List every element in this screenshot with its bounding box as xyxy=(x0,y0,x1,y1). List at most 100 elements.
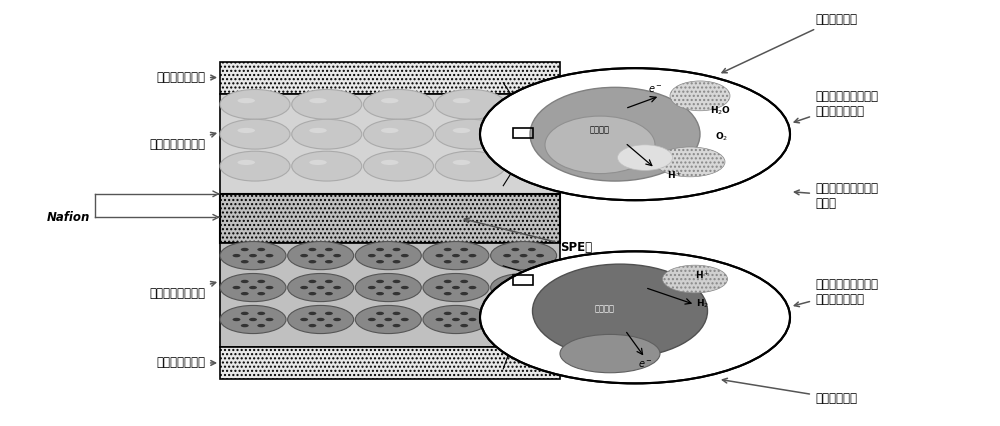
Circle shape xyxy=(503,318,511,321)
Circle shape xyxy=(401,286,409,289)
Circle shape xyxy=(376,260,384,263)
Circle shape xyxy=(491,305,557,334)
Circle shape xyxy=(460,248,468,251)
Circle shape xyxy=(435,151,505,181)
Circle shape xyxy=(300,254,308,257)
Circle shape xyxy=(520,254,528,257)
Ellipse shape xyxy=(663,265,728,293)
Circle shape xyxy=(266,318,273,321)
Text: Nafion: Nafion xyxy=(47,211,90,224)
Circle shape xyxy=(528,324,536,327)
Circle shape xyxy=(468,254,476,257)
Ellipse shape xyxy=(524,128,542,133)
Circle shape xyxy=(257,312,265,315)
Circle shape xyxy=(511,312,519,315)
Ellipse shape xyxy=(238,98,255,103)
Text: H$_2$: H$_2$ xyxy=(696,297,710,310)
Circle shape xyxy=(308,260,316,263)
Circle shape xyxy=(520,286,528,289)
Circle shape xyxy=(333,286,341,289)
Circle shape xyxy=(393,324,401,327)
Circle shape xyxy=(376,280,384,283)
Circle shape xyxy=(491,242,557,270)
Circle shape xyxy=(520,318,528,321)
Circle shape xyxy=(511,260,519,263)
Circle shape xyxy=(308,312,316,315)
Ellipse shape xyxy=(453,98,470,103)
Circle shape xyxy=(536,286,544,289)
Ellipse shape xyxy=(309,98,327,103)
Circle shape xyxy=(241,324,249,327)
Circle shape xyxy=(444,312,452,315)
Circle shape xyxy=(308,248,316,251)
Ellipse shape xyxy=(381,98,398,103)
Text: 阴极催化活性材料: 阴极催化活性材料 xyxy=(149,282,216,300)
Circle shape xyxy=(325,260,333,263)
Circle shape xyxy=(317,286,325,289)
Circle shape xyxy=(507,89,577,119)
Circle shape xyxy=(460,292,468,295)
Circle shape xyxy=(233,318,240,321)
Circle shape xyxy=(460,260,468,263)
Circle shape xyxy=(241,260,249,263)
Circle shape xyxy=(266,286,273,289)
Circle shape xyxy=(435,89,505,119)
Circle shape xyxy=(384,318,392,321)
Circle shape xyxy=(423,242,489,270)
Circle shape xyxy=(444,248,452,251)
Circle shape xyxy=(257,248,265,251)
Ellipse shape xyxy=(453,160,470,165)
Bar xyxy=(220,62,560,94)
Circle shape xyxy=(503,254,511,257)
Circle shape xyxy=(325,324,333,327)
Circle shape xyxy=(435,286,443,289)
Ellipse shape xyxy=(238,160,255,165)
Circle shape xyxy=(325,312,333,315)
Circle shape xyxy=(355,305,421,334)
Bar xyxy=(220,347,560,379)
Circle shape xyxy=(266,254,273,257)
Ellipse shape xyxy=(453,128,470,133)
Circle shape xyxy=(376,312,384,315)
Circle shape xyxy=(288,273,354,302)
Circle shape xyxy=(452,254,460,257)
Circle shape xyxy=(249,254,257,257)
Text: 电子传输通道: 电子传输通道 xyxy=(722,378,857,405)
Circle shape xyxy=(444,260,452,263)
Text: 活性位点: 活性位点 xyxy=(590,125,610,135)
Circle shape xyxy=(220,89,290,119)
Circle shape xyxy=(355,242,421,270)
Text: 阳极催化活性材料: 阳极催化活性材料 xyxy=(149,132,216,151)
Circle shape xyxy=(444,292,452,295)
Circle shape xyxy=(507,119,577,149)
Text: 活性位点: 活性位点 xyxy=(595,304,615,314)
Circle shape xyxy=(292,151,362,181)
Circle shape xyxy=(325,280,333,283)
Circle shape xyxy=(308,292,316,295)
Circle shape xyxy=(511,292,519,295)
Circle shape xyxy=(423,273,489,302)
Circle shape xyxy=(460,312,468,315)
Circle shape xyxy=(376,292,384,295)
Circle shape xyxy=(511,280,519,283)
Circle shape xyxy=(511,248,519,251)
Circle shape xyxy=(528,260,536,263)
Circle shape xyxy=(452,286,460,289)
Circle shape xyxy=(536,254,544,257)
Circle shape xyxy=(444,324,452,327)
Circle shape xyxy=(393,292,401,295)
Circle shape xyxy=(363,89,434,119)
Circle shape xyxy=(507,151,577,181)
Circle shape xyxy=(333,318,341,321)
Circle shape xyxy=(536,318,544,321)
Ellipse shape xyxy=(560,334,660,373)
Bar xyxy=(220,194,560,243)
Circle shape xyxy=(376,324,384,327)
Circle shape xyxy=(288,242,354,270)
Text: 阳极气体扩散层: 阳极气体扩散层 xyxy=(156,71,216,84)
Circle shape xyxy=(460,280,468,283)
Text: $e^-$: $e^-$ xyxy=(648,84,662,95)
Circle shape xyxy=(401,254,409,257)
Text: H$^+$: H$^+$ xyxy=(695,269,711,281)
Circle shape xyxy=(393,312,401,315)
